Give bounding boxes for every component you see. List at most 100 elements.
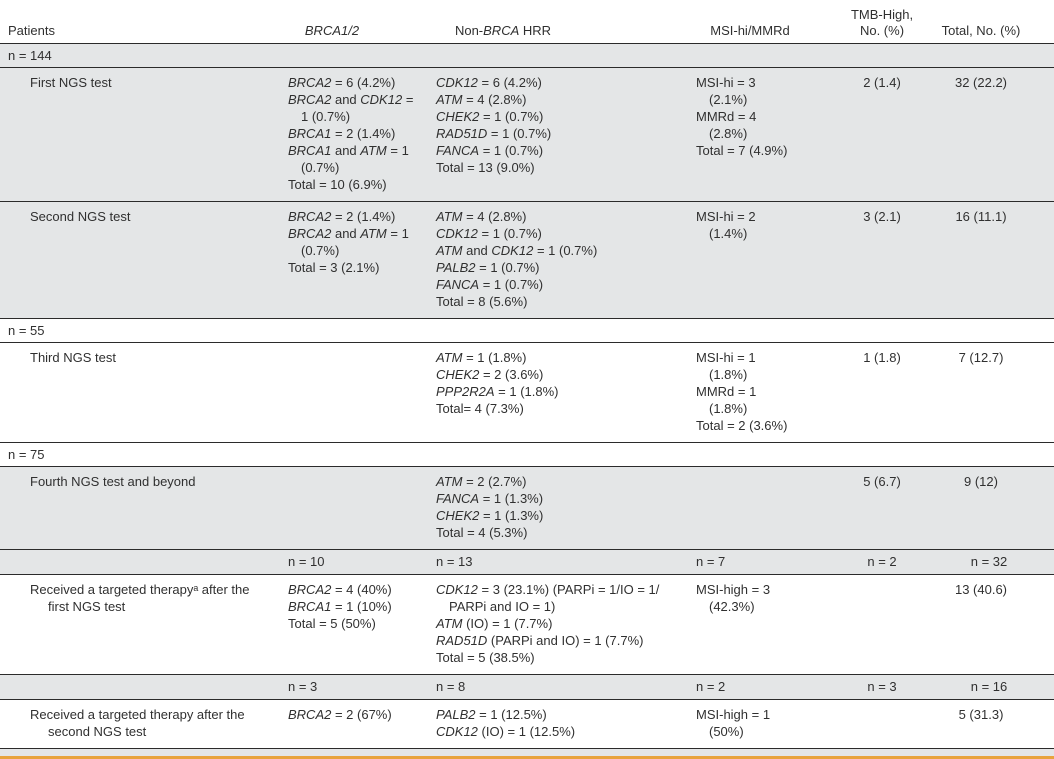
- section-row: n = 55: [0, 319, 1054, 343]
- cell-line: Total = 5 (38.5%): [436, 650, 535, 665]
- cell-line: Total = 7 (4.9%): [696, 143, 788, 158]
- cell-line: ATM = 1 (1.8%): [436, 350, 527, 365]
- cell-line: (50%): [709, 724, 744, 739]
- cell-line: BRCA2 and CDK12 =: [288, 92, 414, 107]
- cell-brca12: n = 3: [280, 675, 428, 699]
- cell-line: n = 32: [970, 554, 1008, 569]
- column-header-msi-mmrd: MSI-hi/MMRd: [710, 23, 790, 38]
- cell-line: 1 (0.7%): [301, 109, 351, 124]
- cell-line: CHEK2 = 1 (0.7%): [436, 109, 544, 124]
- cell-line: CHEK2 = 2 (3.6%): [436, 367, 544, 382]
- cell-non-brca-hrr: CDK12 = 6 (4.2%) ATM = 4 (2.8%) CHEK2 = 1 …: [428, 68, 688, 201]
- cell-tmb-high: 1 (1.8): [840, 343, 924, 442]
- section-label: n = 55: [8, 323, 45, 338]
- cell-line: n = 2: [696, 679, 726, 694]
- row-label: First NGS test: [30, 75, 112, 90]
- cell-tmb-high: n = 3: [840, 675, 924, 699]
- cell-line: Total = 3 (2.1%): [288, 260, 380, 275]
- cell-total: 32 (22.2): [924, 68, 1054, 201]
- cell-line: Total= 4 (7.3%): [436, 401, 524, 416]
- cell-non-brca-hrr: PALB2 = 1 (12.5%) CDK12 (IO) = 1 (12.5%): [428, 700, 688, 748]
- cell-line: 7 (12.7): [958, 350, 1004, 365]
- cell-line: n = 8: [436, 679, 466, 694]
- cell-total: n = 16: [924, 675, 1054, 699]
- cell-line: n = 10: [288, 554, 325, 569]
- subheader-row: n = 3 n = 8 n = 2 n = 3 n = 16: [0, 675, 1054, 700]
- cell-total: 7 (12.7): [924, 343, 1054, 442]
- cell-line: (0.7%): [301, 160, 340, 175]
- cell-line: n = 3: [288, 679, 318, 694]
- cell-brca12: n = 10: [280, 550, 428, 574]
- cell-total: 13 (40.6): [924, 575, 1054, 674]
- cell-non-brca-hrr: n = 8: [428, 675, 688, 699]
- row-label: Received a targeted therapy after the se…: [30, 707, 245, 739]
- cell-non-brca-hrr: CDK12 = 3 (23.1%) (PARPi = 1/IO = 1/PARP…: [428, 575, 688, 674]
- cell-tmb-high: 2 (1.4): [840, 68, 924, 201]
- cell-line: ATM = 4 (2.8%): [436, 209, 527, 224]
- table-body: n = 144 First NGS test BRCA2 = 6 (4.2%) BRC…: [0, 44, 1054, 749]
- cell-msi-mmrd: MSI-high = 1 (50%): [688, 700, 840, 748]
- column-header-total: Total, No. (%): [941, 23, 1021, 38]
- cell-tmb-high: 3 (2.1): [840, 202, 924, 318]
- section-label: n = 144: [8, 48, 52, 63]
- cell-line: 5 (31.3): [958, 707, 1004, 722]
- cell-line: BRCA2 = 2 (1.4%): [288, 209, 396, 224]
- cell-line: ATM and CDK12 = 1 (0.7%): [436, 243, 598, 258]
- cell-brca12: BRCA2 = 2 (1.4%) BRCA2 and ATM = 1 (0.7%) T…: [280, 202, 428, 318]
- cell-brca12: BRCA2 = 4 (40%) BRCA1 = 1 (10%) Total = 5 …: [280, 575, 428, 674]
- cell-line: BRCA1 = 1 (10%): [288, 599, 392, 614]
- cell-line: MSI-high = 1: [696, 707, 771, 722]
- column-header-tmb-high: TMB-High, No. (%): [850, 7, 914, 38]
- row-label: Received a targeted therapyᵃ after the f…: [30, 582, 250, 614]
- cell-line: (2.1%): [709, 92, 748, 107]
- cell-line: 2 (1.4): [863, 75, 901, 90]
- cell-msi-mmrd: [688, 467, 840, 549]
- section-row: n = 144: [0, 44, 1054, 68]
- cell-line: n = 16: [970, 679, 1008, 694]
- cell-line: ATM (IO) = 1 (7.7%): [436, 616, 553, 631]
- cell-line: (42.3%): [709, 599, 755, 614]
- cell-line: ATM = 2 (2.7%): [436, 474, 527, 489]
- cell-line: 5 (6.7): [863, 474, 901, 489]
- cell-line: PALB2 = 1 (12.5%): [436, 707, 547, 722]
- cell-line: (1.8%): [709, 367, 748, 382]
- cell-brca12: BRCA2 = 2 (67%): [280, 700, 428, 748]
- table-header-row: Patients BRCA1/2 Non-BRCA HRR MSI-hi/MMR…: [0, 0, 1054, 44]
- cell-line: 9 (12): [964, 474, 998, 489]
- cell-line: (1.8%): [709, 401, 748, 416]
- cell-line: n = 7: [696, 554, 726, 569]
- cell-line: 13 (40.6): [954, 582, 1008, 597]
- cell-line: PPP2R2A = 1 (1.8%): [436, 384, 559, 399]
- row-label: [0, 550, 280, 574]
- cell-line: CDK12 = 1 (0.7%): [436, 226, 542, 241]
- cell-line: RAD51D (PARPi and IO) = 1 (7.7%): [436, 633, 644, 648]
- cell-msi-mmrd: MSI-hi = 2 (1.4%): [688, 202, 840, 318]
- cell-line: Total = 13 (9.0%): [436, 160, 535, 175]
- cell-line: Total = 4 (5.3%): [436, 525, 528, 540]
- column-header-brca12: BRCA1/2: [304, 23, 360, 38]
- cell-line: 32 (22.2): [954, 75, 1008, 90]
- cell-line: BRCA2 = 6 (4.2%): [288, 75, 396, 90]
- cell-total: 16 (11.1): [924, 202, 1054, 318]
- cell-line: BRCA1 and ATM = 1: [288, 143, 409, 158]
- cell-line: n = 13: [436, 554, 473, 569]
- table-row: Second NGS test BRCA2 = 2 (1.4%) BRCA2 and…: [0, 202, 1054, 319]
- cell-line: n = 3: [867, 679, 897, 694]
- cell-tmb-high: n = 2: [840, 550, 924, 574]
- row-label: [0, 675, 280, 699]
- cell-line: (1.4%): [709, 226, 748, 241]
- cell-brca12: [280, 467, 428, 549]
- cell-line: CHEK2 = 1 (1.3%): [436, 508, 544, 523]
- cell-msi-mmrd: MSI-hi = 3 (2.1%) MMRd = 4 (2.8%) Total = 7 …: [688, 68, 840, 201]
- cell-total: 5 (31.3): [924, 700, 1054, 748]
- cell-line: BRCA1 = 2 (1.4%): [288, 126, 396, 141]
- cell-line: CDK12 = 6 (4.2%): [436, 75, 542, 90]
- partial-next-row-strip: [0, 749, 1054, 756]
- row-label: Third NGS test: [30, 350, 116, 365]
- cell-line: BRCA2 = 4 (40%): [288, 582, 392, 597]
- cell-line: BRCA2 = 2 (67%): [288, 707, 392, 722]
- cell-line: CDK12 (IO) = 1 (12.5%): [436, 724, 576, 739]
- cell-total: 9 (12): [924, 467, 1054, 549]
- cell-line: 1 (1.8): [863, 350, 901, 365]
